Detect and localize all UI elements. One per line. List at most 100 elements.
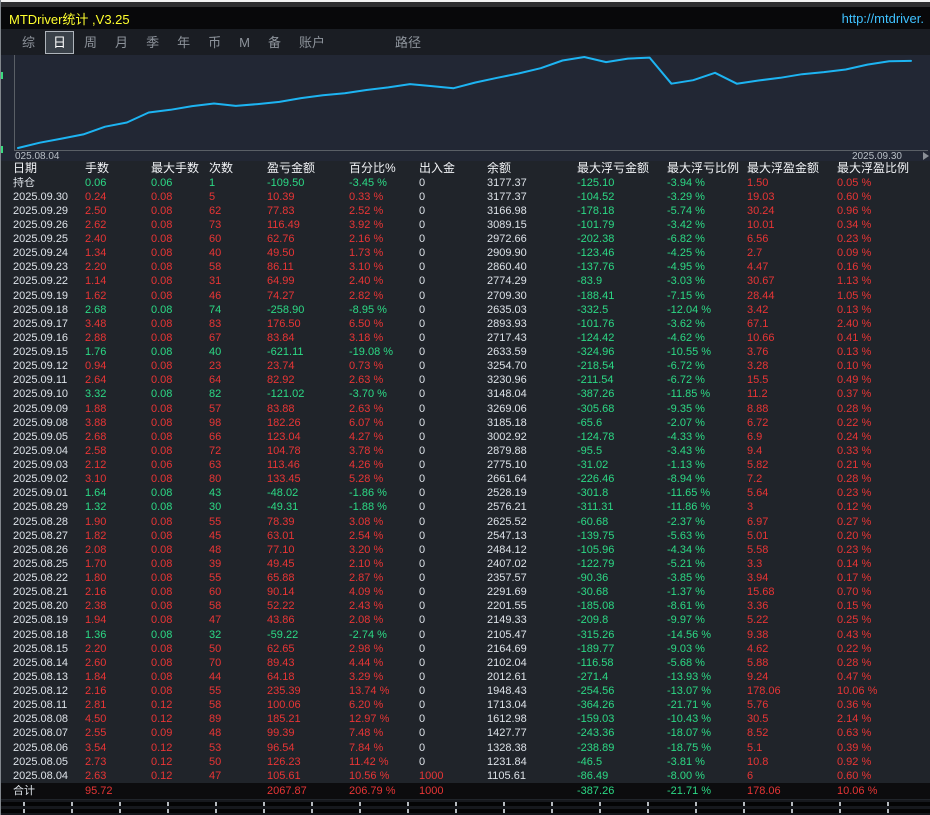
cell: 0.08 <box>151 614 173 627</box>
cell: 0.47 % <box>837 670 872 683</box>
menu-item-日[interactable]: 日 <box>45 30 75 54</box>
cell: 0.16 % <box>837 261 872 274</box>
cell: 2.16 <box>85 586 107 599</box>
cell: 0.25 % <box>837 614 872 627</box>
column-header: 盈亏金额 <box>267 162 316 175</box>
cell: 80 <box>209 473 222 486</box>
cell: 1.50 <box>747 176 769 189</box>
cell: 1231.84 <box>487 755 527 768</box>
cell: 0 <box>419 614 426 627</box>
cell: 2.52 % <box>349 204 384 217</box>
chart-start-date-label: 025.08.04 <box>15 151 60 161</box>
cell: 1 <box>209 176 216 189</box>
cell: 2.10 % <box>349 557 384 570</box>
cell: 3.92 % <box>349 218 384 231</box>
cell: 3.94 <box>747 572 769 585</box>
cell: 12.97 % <box>349 713 390 726</box>
cell: 3.28 <box>747 360 769 373</box>
cell: 83.84 <box>267 331 295 344</box>
cell: 1.84 <box>85 670 107 683</box>
cell: -5.68 % <box>667 656 705 669</box>
cell: 2635.03 <box>487 303 527 316</box>
cell: -59.22 <box>267 628 299 641</box>
menu-item-M[interactable]: M <box>239 34 250 50</box>
cell: 126.23 <box>267 755 301 768</box>
cell: 98 <box>209 416 222 429</box>
cell: 2025.09.04 <box>13 444 69 457</box>
cell: 72 <box>209 444 222 457</box>
cell: 0 <box>419 515 426 528</box>
cell: 0.08 <box>151 430 173 443</box>
website-link[interactable]: http://mtdriver. <box>841 10 924 26</box>
cell: 0.08 <box>151 261 173 274</box>
cell: 3.08 % <box>349 515 384 528</box>
cell: 95.72 <box>85 784 113 797</box>
cell: -11.65 % <box>667 487 711 500</box>
cell: -254.56 <box>577 685 615 698</box>
cell: 0.08 <box>151 473 173 486</box>
cell: 2012.61 <box>487 670 527 683</box>
menu-item-月[interactable]: 月 <box>115 34 129 50</box>
cell: 0.37 % <box>837 388 872 401</box>
cell: 50 <box>209 642 222 655</box>
cell: 4.26 % <box>349 459 384 472</box>
cell: 50 <box>209 755 222 768</box>
cell: -202.38 <box>577 233 615 246</box>
cell: 49.50 <box>267 247 295 260</box>
menu-item-综[interactable]: 综 <box>22 34 36 50</box>
cell: 0.05 % <box>837 176 872 189</box>
cell: 77.10 <box>267 543 295 556</box>
cell: -95.5 <box>577 444 603 457</box>
cell: 0.28 % <box>837 656 872 669</box>
menu-item-币[interactable]: 币 <box>208 34 222 50</box>
cell: -211.54 <box>577 374 614 387</box>
cell: -11.85 % <box>667 388 711 401</box>
cell: 65.88 <box>267 572 295 585</box>
cell: 2025.08.06 <box>13 741 69 754</box>
cell: 2164.69 <box>487 642 527 655</box>
cell: 0.08 <box>151 501 173 514</box>
cell: 2025.09.10 <box>13 388 69 401</box>
cell: 86.11 <box>267 261 294 274</box>
menu-item-年[interactable]: 年 <box>177 34 191 50</box>
cell: 0.08 <box>151 586 173 599</box>
table-row: 2025.08.11 2.81 0.12 58 100.06 6.20 % 0 1713.04… <box>1 699 930 713</box>
column-header: 余额 <box>487 162 512 175</box>
cell: 0.08 <box>151 628 173 641</box>
menu-item-账户[interactable]: 账户 <box>298 34 325 50</box>
menu-item-周[interactable]: 周 <box>84 34 98 50</box>
chart-scroll-arrow-icon[interactable] <box>923 152 929 160</box>
menu-item-路径[interactable]: 路径 <box>394 34 421 50</box>
cell: 30.5 <box>747 713 769 726</box>
cell: -8.94 % <box>667 473 705 486</box>
cell: 0.23 % <box>837 233 872 246</box>
cell: -21.71 % <box>667 784 712 797</box>
cell: -188.41 <box>577 289 615 302</box>
cell: 43 <box>209 487 222 500</box>
column-header: 百分比% <box>349 162 396 175</box>
cell: 15.68 <box>747 586 775 599</box>
cell: 9.38 <box>747 628 769 641</box>
cell: 105.61 <box>267 769 301 782</box>
cell: 0 <box>419 529 426 542</box>
cell: 2909.90 <box>487 247 527 260</box>
menu-item-备[interactable]: 备 <box>267 34 281 50</box>
cell: 0.73 % <box>349 360 384 373</box>
table-row: 2025.09.17 3.48 0.08 83 176.50 6.50 % 0 2893.93… <box>1 317 930 331</box>
cell: 66 <box>209 430 222 443</box>
cell: -109.50 <box>267 176 305 189</box>
cell: 1105.61 <box>487 769 526 782</box>
cell: -9.97 % <box>667 614 705 627</box>
cell: 83.88 <box>267 402 295 415</box>
cell: 89.43 <box>267 656 295 669</box>
cell: 0.08 <box>151 360 173 373</box>
cell: 44 <box>209 670 222 683</box>
cell: 3 <box>747 501 754 514</box>
cell: 0.08 <box>151 572 173 585</box>
table-row: 2025.08.20 2.38 0.08 58 52.22 2.43 % 0 2201.55 -… <box>1 600 930 614</box>
cell: -387.26 <box>577 784 615 797</box>
menu-item-季[interactable]: 季 <box>146 34 160 50</box>
cell: 89 <box>209 713 222 726</box>
cell: 0 <box>419 176 426 189</box>
cell: -6.82 % <box>667 233 705 246</box>
